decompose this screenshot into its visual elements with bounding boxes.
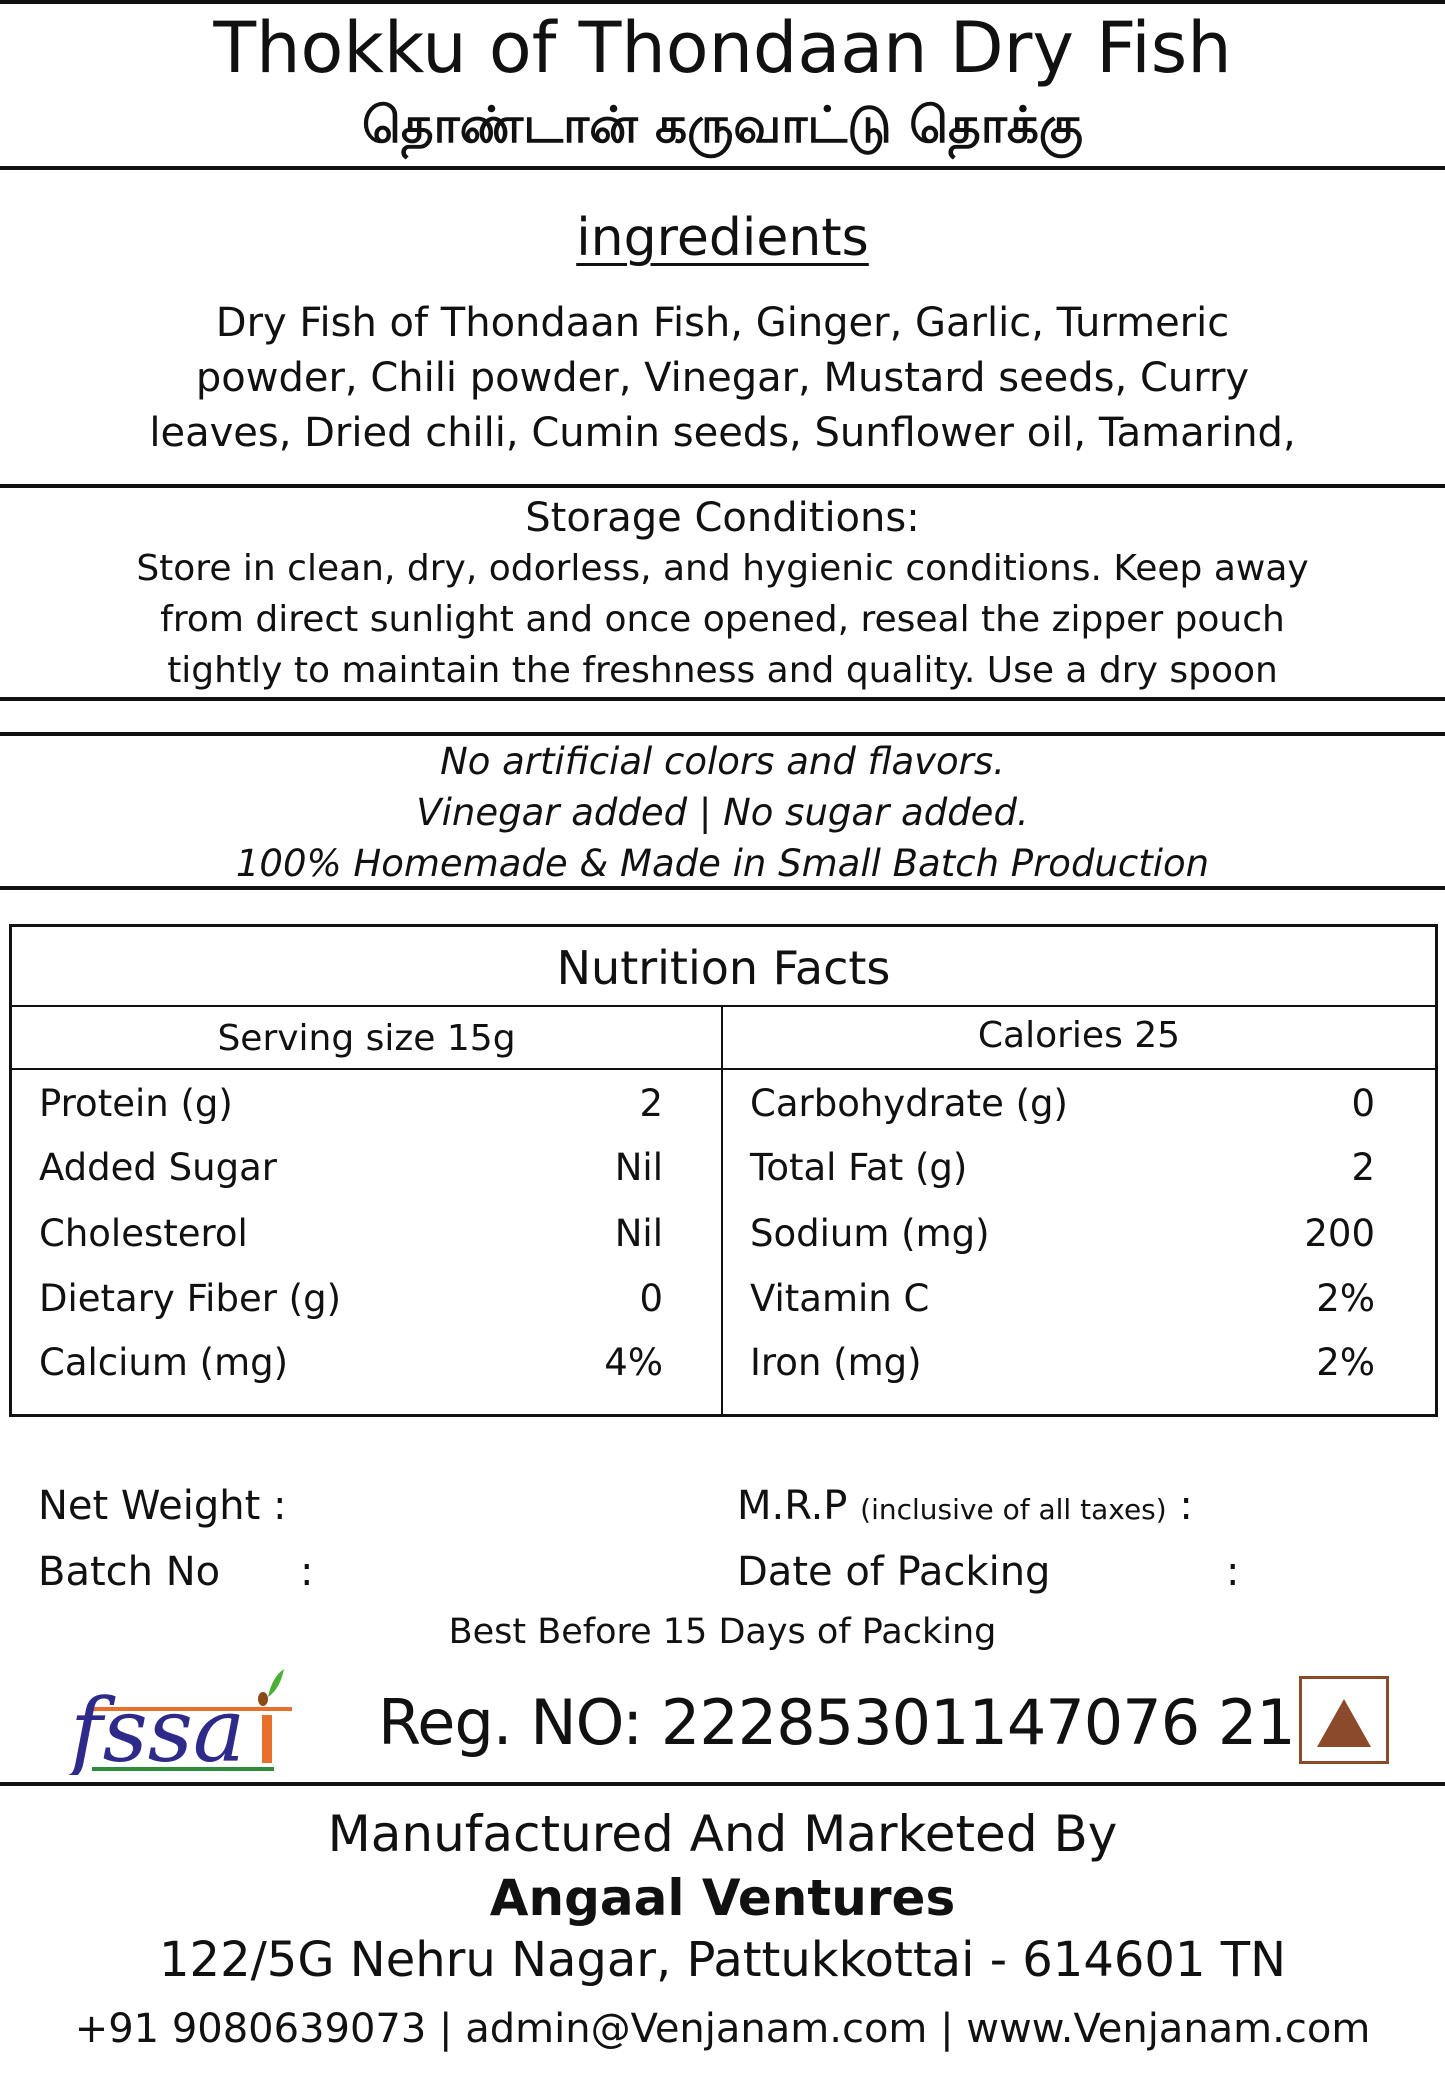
- product-title-tamil: தொண்டான் கருவாட்டு தொக்கு: [362, 96, 1083, 154]
- fssai-logo: fssa: [64, 1667, 306, 1782]
- claims: No artificial colors and flavors. Vinega…: [0, 736, 1445, 889]
- batch-no-label: Batch No: [38, 1549, 221, 1595]
- divider: [0, 166, 1445, 170]
- storage-line: Store in clean, dry, odorless, and hygie…: [136, 548, 1309, 589]
- nutrient-value: 4%: [604, 1341, 663, 1384]
- nutrient-label: Calcium (mg): [39, 1341, 289, 1384]
- nutrient-value: 0: [639, 1277, 663, 1320]
- ingredients-line: Dry Fish of Thondaan Fish, Ginger, Garli…: [215, 300, 1230, 346]
- manufactured-by: Manufactured And Marketed By: [327, 1805, 1118, 1863]
- serving-size: Serving size 15g: [217, 1018, 516, 1059]
- ingredients-text: Dry Fish of Thondaan Fish, Ginger, Garli…: [0, 296, 1445, 461]
- claim-line: 100% Homemade & Made in Small Batch Prod…: [235, 842, 1210, 885]
- nutrient-value: 2%: [1316, 1341, 1375, 1384]
- mrp-text: M.R.P: [737, 1483, 848, 1529]
- nutrient-value: Nil: [614, 1146, 663, 1189]
- nutrient-label: Cholesterol: [39, 1212, 248, 1255]
- mrp-note: (inclusive of all taxes): [860, 1493, 1167, 1526]
- divider: [0, 732, 1445, 736]
- mrp-colon: :: [1166, 1483, 1193, 1529]
- nutrient-value: Nil: [614, 1212, 663, 1255]
- nutrient-label: Sodium (mg): [750, 1212, 990, 1255]
- company-address: 122/5G Nehru Nagar, Pattukkottai - 61460…: [159, 1932, 1286, 1988]
- triangle-icon: [1317, 1699, 1371, 1747]
- date-of-packing-label: Date of Packing: [737, 1549, 1051, 1595]
- calories: Calories 25: [977, 1015, 1181, 1056]
- divider: [0, 1782, 1445, 1786]
- ingredients-heading: ingredients: [576, 208, 869, 268]
- nutrient-label: Vitamin C: [750, 1277, 930, 1320]
- divider: [12, 1005, 1435, 1007]
- divider: [0, 886, 1445, 890]
- nutrient-value: 0: [1351, 1082, 1375, 1125]
- divider: [12, 1068, 1435, 1070]
- fssai-reg-no: Reg. NO: 22285301147076 21: [378, 1686, 1296, 1759]
- divider: [0, 484, 1445, 488]
- column-divider: [721, 1005, 723, 1414]
- storage-line: tightly to maintain the freshness and qu…: [167, 650, 1278, 691]
- nutrition-title: Nutrition Facts: [556, 941, 891, 995]
- company-name: Angaal Ventures: [489, 1869, 956, 1927]
- top-rule: [0, 0, 1445, 4]
- fssai-logo-graphic: fssa: [64, 1669, 292, 1782]
- product-title: Thokku of Thondaan Dry Fish: [213, 7, 1232, 89]
- nutrient-label: Iron (mg): [750, 1341, 922, 1384]
- date-of-packing-colon: :: [1226, 1549, 1240, 1595]
- storage-line: from direct sunlight and once opened, re…: [160, 599, 1285, 640]
- svg-text:fssa: fssa: [66, 1679, 245, 1775]
- nutrient-label: Dietary Fiber (g): [39, 1277, 342, 1320]
- mrp-label: M.R.P (inclusive of all taxes) :: [737, 1483, 1193, 1529]
- ingredients-section: ingredients: [0, 208, 1445, 268]
- nutrient-label: Added Sugar: [39, 1146, 277, 1189]
- storage-heading: Storage Conditions:: [525, 495, 920, 541]
- nutrient-value: 2%: [1316, 1277, 1375, 1320]
- nutrition-facts-table: Nutrition Facts Serving size 15g Calorie…: [9, 924, 1438, 1417]
- ingredients-line: powder, Chili powder, Vinegar, Mustard s…: [195, 355, 1250, 401]
- claim-line: No artificial colors and flavors.: [440, 740, 1005, 783]
- nutrient-value: 2: [1351, 1146, 1375, 1189]
- company-contact: +91 9080639073 | admin@Venjanam.com | ww…: [74, 2006, 1371, 2052]
- nutrient-value: 200: [1304, 1212, 1375, 1255]
- batch-no-colon: :: [300, 1549, 314, 1595]
- claim-line: Vinegar added | No sugar added.: [416, 791, 1029, 834]
- best-before: Best Before 15 Days of Packing: [448, 1612, 997, 1652]
- ingredients-line: leaves, Dried chili, Cumin seeds, Sunflo…: [149, 410, 1296, 456]
- non-veg-symbol-icon: [1299, 1676, 1389, 1764]
- nutrient-label: Total Fat (g): [750, 1146, 968, 1189]
- storage-text: Store in clean, dry, odorless, and hygie…: [0, 543, 1445, 696]
- net-weight-label: Net Weight :: [38, 1483, 287, 1529]
- nutrient-label: Protein (g): [39, 1082, 233, 1125]
- divider: [0, 697, 1445, 701]
- nutrient-value: 2: [639, 1082, 663, 1125]
- nutrient-label: Carbohydrate (g): [750, 1082, 1068, 1125]
